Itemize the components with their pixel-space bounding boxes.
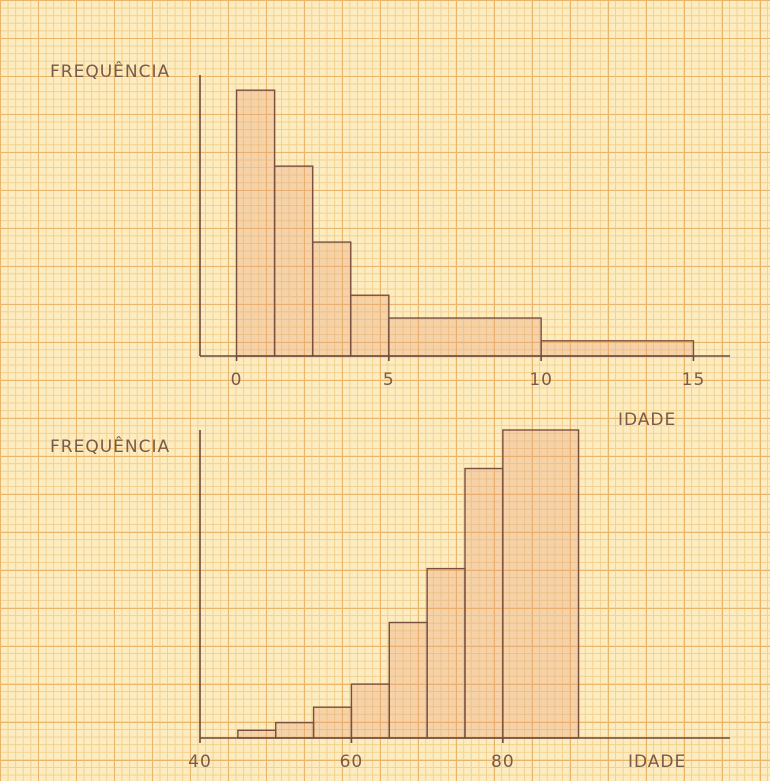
- x-tick-label: 80: [491, 752, 515, 772]
- x-axis-label: IDADE: [618, 410, 676, 430]
- x-tick-label: 60: [340, 752, 364, 772]
- bar: [273, 165, 314, 357]
- x-tick-label: 10: [529, 370, 553, 390]
- bar: [275, 721, 315, 739]
- bar: [502, 429, 580, 739]
- x-tick-label: 5: [383, 370, 395, 390]
- x-tick-label: 15: [682, 370, 706, 390]
- bar: [235, 89, 276, 357]
- bar: [426, 567, 466, 739]
- bar: [237, 729, 277, 739]
- y-axis-label: FREQUÊNCIA: [50, 60, 170, 82]
- bar: [350, 683, 390, 739]
- bar: [350, 294, 390, 357]
- bar: [312, 706, 353, 739]
- y-axis-label: FREQUÊNCIA: [50, 435, 170, 457]
- bar: [388, 621, 428, 739]
- bar: [464, 467, 504, 739]
- bar: [388, 317, 542, 357]
- bar: [540, 340, 695, 357]
- bar: [312, 241, 352, 357]
- x-tick-label: 0: [231, 370, 243, 390]
- x-axis-label: IDADE: [628, 752, 686, 772]
- x-tick-label: 40: [188, 752, 212, 772]
